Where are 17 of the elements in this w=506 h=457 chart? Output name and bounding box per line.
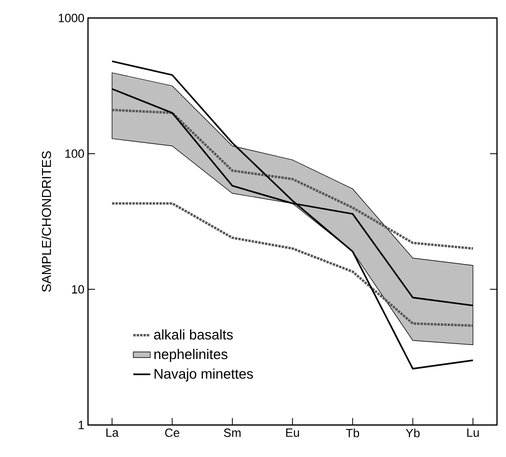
line-series bbox=[110, 202, 474, 327]
y-tick-label: 1000 bbox=[58, 14, 84, 22]
legend-label: Navajo minettes bbox=[154, 368, 253, 382]
y-tick-label: 100 bbox=[65, 149, 84, 158]
y-axis-title: SAMPLE/CHONDRITES bbox=[42, 151, 52, 292]
line-series bbox=[110, 108, 474, 250]
x-tick-label: Ce bbox=[165, 428, 180, 437]
x-tick-label: Tb bbox=[346, 428, 360, 438]
y-tick-label: 10 bbox=[72, 285, 84, 294]
x-tick-label: Eu bbox=[286, 428, 300, 437]
legend-label: alkali basalts bbox=[154, 329, 233, 340]
x-tick-label: La bbox=[106, 428, 119, 437]
x-tick-label: Yb bbox=[406, 428, 420, 438]
legend-label: nephelinites bbox=[154, 348, 228, 362]
x-tick-label: Sm bbox=[224, 428, 241, 437]
y-tick-label: 1 bbox=[78, 420, 84, 430]
x-tick-label: Lu bbox=[467, 428, 479, 437]
